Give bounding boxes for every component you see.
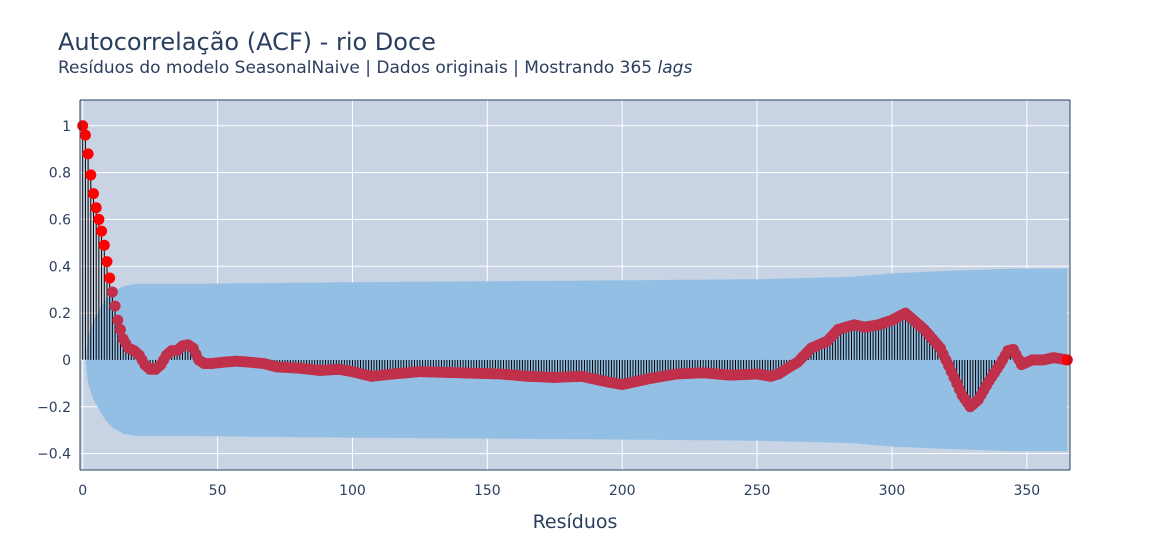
acf-marker (114, 323, 126, 335)
x-tick-label: 200 (609, 483, 636, 499)
acf-marker (79, 129, 91, 141)
chart-subtitle-italic: lags (658, 58, 693, 78)
x-axis-label: Resíduos (533, 511, 618, 533)
acf-marker (77, 120, 89, 132)
y-tick-label: 0.2 (49, 306, 71, 322)
x-tick-label: 150 (474, 483, 501, 499)
acf-marker (82, 148, 94, 160)
x-tick-label: 100 (339, 483, 366, 499)
y-tick-label: 0 (62, 353, 71, 369)
axes (79, 99, 1071, 471)
acf-marker (106, 286, 118, 298)
y-tick-label: −0.4 (37, 447, 71, 463)
y-tick-label: 0.8 (49, 166, 71, 182)
y-tick-label: −0.2 (37, 400, 71, 416)
chart-subtitle: Resíduos do modelo SeasonalNaive | Dados… (58, 58, 692, 78)
y-tick-label: 0.4 (49, 259, 71, 275)
chart-subtitle-main: Resíduos do modelo SeasonalNaive | Dados… (58, 58, 652, 78)
acf-marker (98, 239, 110, 251)
chart-title: Autocorrelação (ACF) - rio Doce (58, 28, 436, 56)
x-tick-label: 300 (879, 483, 906, 499)
acf-marker (104, 272, 116, 284)
y-tick-labels: −0.4 −0.2 0 0.2 0.4 0.6 0.8 1 (37, 119, 71, 463)
acf-marker (112, 314, 124, 326)
y-tick-label: 0.6 (49, 212, 71, 228)
acf-markers (77, 120, 1073, 413)
acf-marker (1061, 354, 1073, 366)
acf-marker (101, 256, 113, 268)
acf-marker (85, 169, 97, 181)
acf-marker (90, 202, 102, 214)
acf-marker (87, 188, 99, 200)
x-tick-label: 350 (1013, 483, 1040, 499)
y-tick-label: 1 (62, 119, 71, 135)
x-tick-labels: 0 50 100 150 200 250 300 350 (78, 483, 1040, 499)
acf-marker (96, 225, 108, 237)
x-tick-label: 0 (78, 483, 87, 499)
acf-marker (109, 300, 121, 312)
x-tick-label: 50 (209, 483, 227, 499)
x-tick-label: 250 (744, 483, 771, 499)
acf-marker (93, 213, 105, 225)
